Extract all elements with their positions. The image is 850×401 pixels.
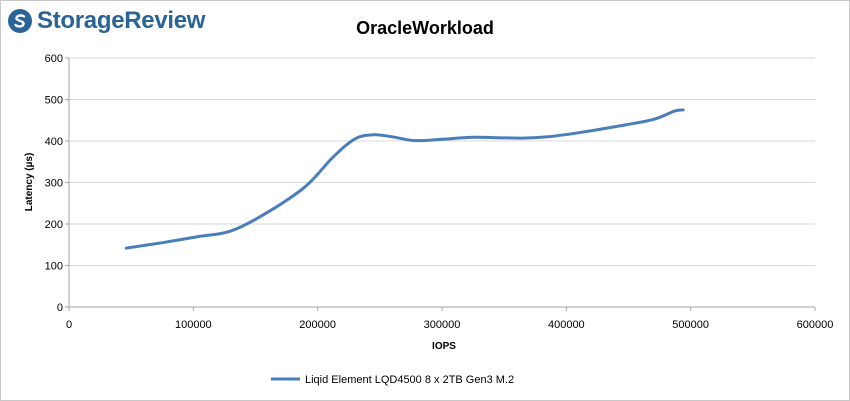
brand-name: StorageReview [37, 7, 206, 34]
x-tick-label: 200000 [299, 319, 336, 331]
y-tick-label: 200 [45, 219, 63, 231]
chart-title: OracleWorkload [356, 18, 494, 38]
x-tick-label: 100000 [175, 319, 212, 331]
y-tick-label: 0 [57, 302, 63, 314]
legend: Liqid Element LQD4500 8 x 2TB Gen3 M.2 [271, 374, 514, 386]
y-tick-label: 300 [45, 178, 63, 190]
x-tick-label: 400000 [548, 319, 585, 331]
y-tick-label: 400 [45, 136, 63, 148]
series-layer [124, 108, 685, 250]
legend-label: Liqid Element LQD4500 8 x 2TB Gen3 M.2 [305, 374, 514, 386]
y-axis-title: Latency (µs) [24, 153, 35, 212]
y-tick-label: 100 [45, 261, 63, 273]
storagereview-logo-icon [8, 9, 32, 33]
series-line [124, 108, 685, 250]
axes: 0 100 200 300 400 500 600 0 100000 200000 300000 40… [45, 53, 834, 331]
x-tick-label: 0 [66, 319, 72, 331]
x-axis-title: IOPS [432, 341, 456, 352]
gridlines [69, 57, 815, 266]
y-tick-label: 600 [45, 53, 63, 65]
x-tick-label: 300000 [424, 319, 461, 331]
x-tick-label: 600000 [797, 319, 834, 331]
x-tick-label: 500000 [672, 319, 709, 331]
y-tick-label: 500 [45, 95, 63, 107]
brand-logo: StorageReview [7, 5, 205, 37]
